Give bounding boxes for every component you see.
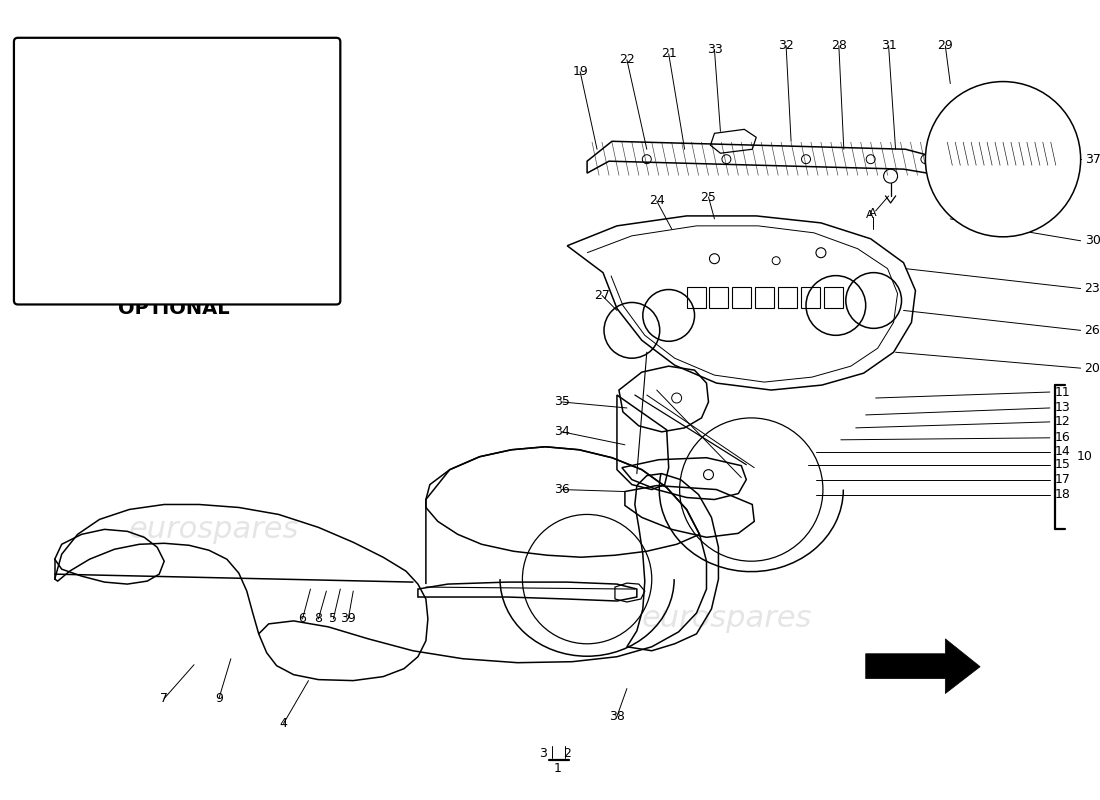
FancyBboxPatch shape [14,38,340,305]
Text: OPTIONAL: OPTIONAL [119,299,230,318]
Text: 40: 40 [271,79,287,92]
Bar [686,286,705,309]
Text: 36: 36 [554,483,570,496]
Text: 14: 14 [1055,446,1070,458]
Text: 5: 5 [329,613,338,626]
Text: 38: 38 [609,710,625,723]
Polygon shape [944,142,1057,166]
Text: 25: 25 [701,190,716,203]
Text: 32: 32 [778,39,794,52]
Text: 24: 24 [649,194,664,207]
Text: 20: 20 [1085,362,1100,374]
Bar [801,286,820,309]
Polygon shape [866,639,980,694]
Text: 4: 4 [279,717,287,730]
Text: A: A [866,210,873,220]
Text: 21: 21 [661,47,676,60]
Text: A: A [869,208,877,218]
Text: 42: 42 [169,259,185,272]
Text: 6: 6 [298,613,307,626]
Text: 11: 11 [1055,386,1070,398]
Text: 8: 8 [315,613,322,626]
Text: 37: 37 [1085,153,1100,166]
Text: 31: 31 [881,39,896,52]
Bar [824,286,843,309]
Bar [733,286,751,309]
Text: 30: 30 [1085,234,1100,247]
Text: 27: 27 [594,289,610,302]
Text: 3: 3 [539,746,547,760]
Text: 28: 28 [830,39,847,52]
Bar [710,286,728,309]
Text: 41: 41 [140,258,155,271]
Text: 17: 17 [1055,473,1070,486]
Text: 10: 10 [1077,450,1092,463]
Text: 22: 22 [619,53,635,66]
Text: 39: 39 [340,613,356,626]
Text: 34: 34 [554,426,570,438]
Text: 26: 26 [1085,324,1100,337]
Text: 13: 13 [1055,402,1070,414]
Text: 33: 33 [706,43,723,56]
Bar [778,286,798,309]
Text: 29: 29 [937,39,954,52]
Text: 2: 2 [563,746,571,760]
Bar [756,286,774,309]
Text: 1: 1 [553,762,561,774]
Text: 15: 15 [1055,458,1070,471]
Text: 12: 12 [1055,415,1070,428]
Text: 35: 35 [554,395,570,409]
Text: 23: 23 [1085,282,1100,295]
Text: eurospares: eurospares [641,605,812,634]
Text: 43: 43 [201,259,217,272]
Text: eurospares: eurospares [129,515,299,544]
Text: 7: 7 [161,692,168,705]
Text: 18: 18 [1055,488,1070,501]
Circle shape [925,82,1080,237]
Text: 19: 19 [572,65,588,78]
Text: 9: 9 [214,692,223,705]
Text: 16: 16 [1055,431,1070,444]
